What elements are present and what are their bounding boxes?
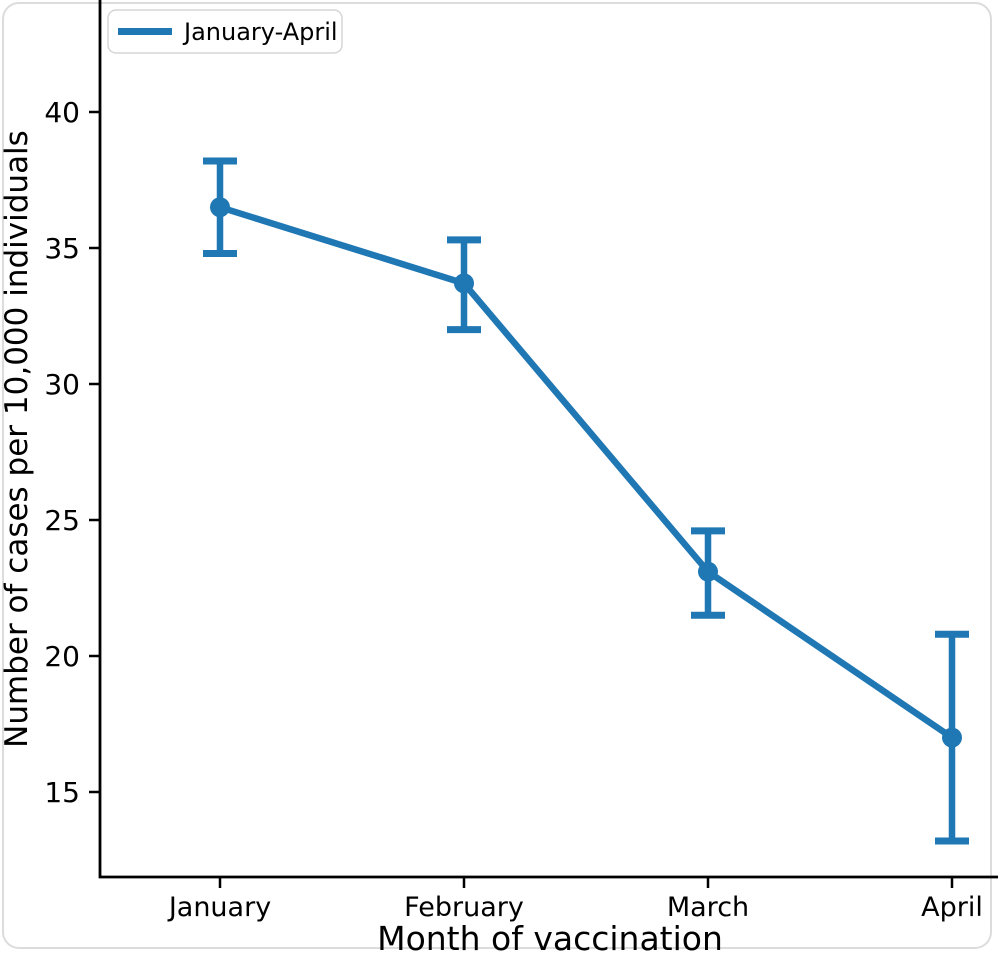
data-point-marker <box>942 727 962 748</box>
data-point-marker <box>698 561 718 582</box>
x-tick-label: January <box>167 892 271 923</box>
legend: January-April <box>107 9 343 54</box>
y-tick-label: 20 <box>44 640 80 673</box>
x-tick-label: April <box>921 892 983 923</box>
legend-box <box>107 9 343 54</box>
data-point-marker <box>210 197 230 218</box>
figure-card <box>2 2 992 949</box>
series-line <box>219 204 954 741</box>
x-axis-label: Month of vaccination <box>377 919 723 957</box>
axis-spines <box>98 0 998 879</box>
y-tick-label: 40 <box>44 96 80 129</box>
y-tick-label: 35 <box>44 232 80 265</box>
x-tick-label: February <box>404 892 524 923</box>
series-layer <box>203 157 969 845</box>
legend-label: January-April <box>182 18 338 46</box>
y-tick-label: 25 <box>44 504 80 537</box>
x-tick-label: March <box>667 892 749 923</box>
y-axis-label: Number of cases per 10,000 individuals <box>0 130 35 748</box>
axes-layer: 15 20 25 30 35 40 January February March April <box>44 0 998 923</box>
y-tick-label: 15 <box>44 776 80 809</box>
y-tick-label: 30 <box>44 368 80 401</box>
data-point-marker <box>454 273 474 294</box>
